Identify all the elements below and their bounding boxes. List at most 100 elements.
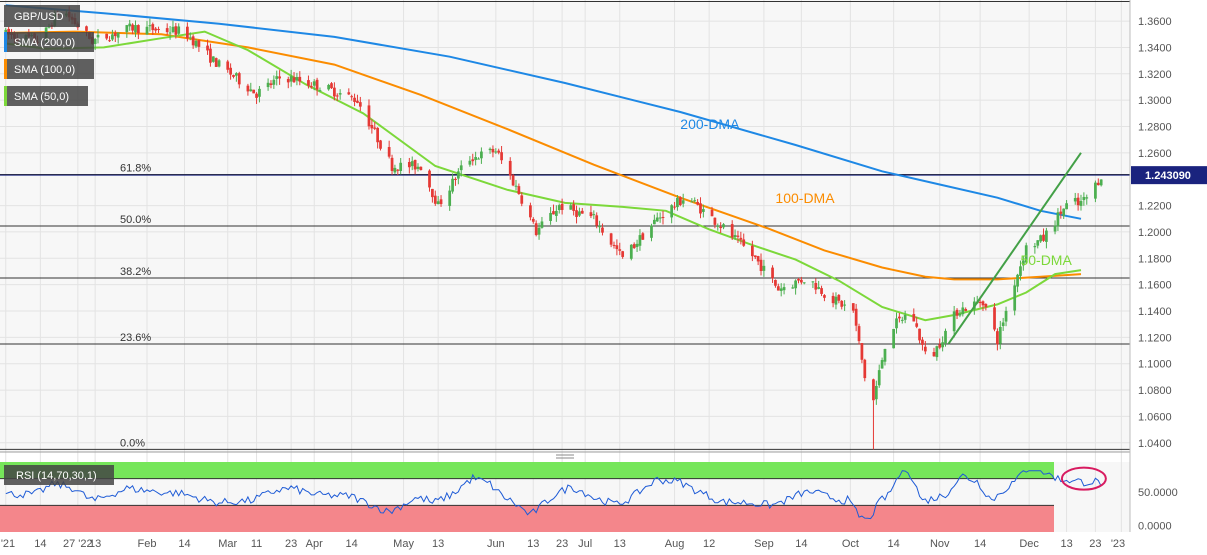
candle-down	[407, 161, 411, 168]
candle-down	[618, 249, 622, 251]
candle-up	[494, 151, 498, 153]
candle-down	[759, 259, 763, 272]
x-tick-label: Sep	[754, 538, 774, 550]
x-tick-label: Dec	[1019, 538, 1039, 550]
candle-down	[356, 100, 359, 103]
last-price-tag: 1.243090	[1131, 166, 1207, 185]
x-tick-label: 27 '22	[63, 538, 93, 550]
candle-down	[534, 223, 538, 236]
candle-down	[214, 58, 218, 67]
candle-down	[396, 169, 400, 171]
panel-resize-handle[interactable]	[556, 454, 574, 459]
y-tick-label: 1.3400	[1138, 42, 1172, 54]
candle-up	[1045, 230, 1048, 242]
sma50-legend[interactable]: SMA (50,0)	[4, 86, 88, 106]
candle-down	[831, 295, 835, 304]
candle-up	[514, 185, 518, 187]
candle-up	[1036, 240, 1040, 246]
candle-down	[7, 28, 11, 35]
candle-up	[895, 318, 898, 329]
fib-level-label: 23.6%	[120, 332, 151, 344]
candle-down	[601, 227, 604, 233]
candle-down	[572, 204, 576, 211]
candle-up	[1021, 260, 1025, 266]
candle-down	[307, 80, 310, 86]
fib-level-label: 50.0%	[120, 214, 151, 226]
candle-up	[194, 40, 198, 47]
candle-up	[1001, 322, 1005, 327]
candle-up	[134, 25, 137, 33]
support-trendline	[947, 152, 1082, 345]
sma100-legend[interactable]: SMA (100,0)	[4, 59, 94, 79]
candle-up	[716, 225, 720, 227]
symbol-legend[interactable]: GBP/USD	[4, 5, 80, 27]
candle-up	[952, 311, 956, 332]
candle-up	[188, 37, 192, 39]
candle-up	[540, 221, 544, 228]
candle-up	[900, 319, 904, 321]
candle-up	[652, 219, 656, 225]
candle-down	[1096, 182, 1100, 186]
candle-down	[621, 251, 625, 257]
rsi-legend[interactable]: RSI (14,70,30,1)	[4, 465, 114, 485]
candle-down	[286, 79, 290, 83]
candle-up	[1024, 245, 1028, 263]
candle-down	[309, 86, 313, 88]
candle-up	[235, 73, 238, 76]
candle-down	[292, 77, 296, 83]
candle-down	[419, 166, 423, 171]
candle-up	[168, 32, 172, 34]
candle-down	[497, 150, 501, 153]
candle-down	[612, 244, 616, 246]
y-tick-label: 1.0600	[1138, 411, 1172, 423]
candle-up	[676, 197, 679, 208]
candle-up	[211, 56, 215, 62]
candle-up	[327, 84, 330, 90]
candle-up	[289, 76, 293, 82]
candle-down	[229, 67, 232, 75]
candle-down	[370, 125, 374, 129]
candle-up	[935, 346, 939, 358]
candle-up	[96, 34, 100, 38]
candle-up	[177, 26, 181, 34]
candle-down	[932, 352, 936, 357]
sma200-legend[interactable]: SMA (200,0)	[4, 32, 94, 52]
candle-down	[918, 328, 921, 341]
candle-down	[491, 148, 495, 153]
candle-down	[246, 85, 250, 92]
y-tick-label: 1.2000	[1138, 227, 1172, 239]
candle-up	[275, 76, 279, 79]
candle-up	[1004, 310, 1008, 322]
candle-up	[554, 210, 558, 216]
candle-down	[347, 92, 351, 95]
candle-down	[580, 210, 584, 214]
candle-up	[338, 93, 342, 95]
candle-up	[598, 225, 601, 228]
x-tick-label: 13	[1060, 538, 1072, 550]
candle-down	[108, 40, 111, 42]
candle-up	[1062, 208, 1066, 216]
candle-up	[125, 25, 129, 32]
candle-down	[575, 210, 578, 217]
candle-down	[964, 309, 968, 311]
candle-up	[779, 288, 783, 291]
candle-up	[811, 281, 815, 283]
candle-down	[471, 159, 475, 162]
x-tick-label: 14	[795, 538, 807, 550]
candle-up	[148, 25, 152, 27]
candle-up	[998, 326, 1002, 344]
candle-up	[638, 235, 642, 246]
candle-down	[174, 26, 178, 35]
candle-up	[448, 190, 452, 206]
candle-down	[978, 301, 982, 304]
candle-down	[814, 282, 818, 290]
y-tick-label: 1.0800	[1138, 385, 1172, 397]
candle-down	[165, 28, 169, 33]
candle-up	[249, 89, 253, 92]
x-tick-label: 23	[556, 538, 568, 550]
candle-up	[961, 307, 965, 315]
candle-up	[1053, 225, 1057, 232]
candle-down	[771, 267, 774, 279]
candle-up	[47, 26, 51, 28]
candle-down	[736, 235, 740, 237]
